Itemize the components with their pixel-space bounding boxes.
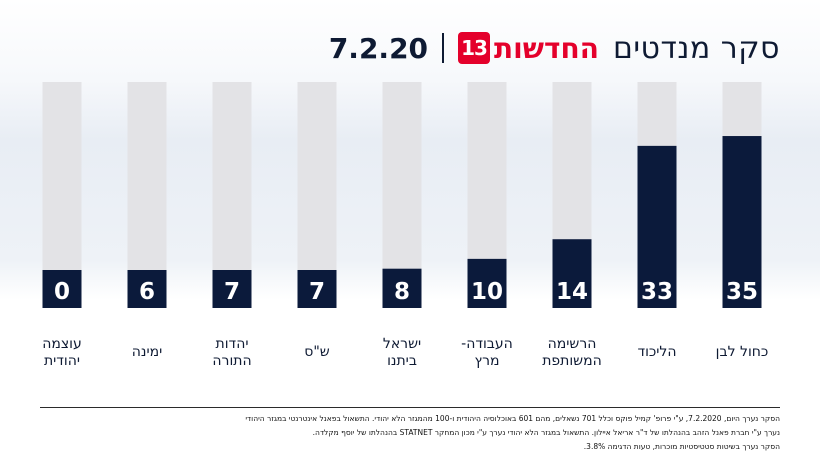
bar-value-label: 7 — [309, 279, 325, 305]
bar — [212, 270, 252, 308]
category-label: יהדות התורה — [212, 336, 251, 369]
category-label: כחול לבן — [716, 344, 769, 360]
category-label: ש"ס — [304, 344, 330, 360]
footer-line-3: הסקר נערך בשיטות סטטיסטיות מוכרות, טעות … — [583, 442, 780, 451]
page-title: סקר מנדטים — [612, 30, 780, 66]
channel-13-logo-icon: 13 — [458, 32, 491, 64]
category-label: ימינה — [132, 344, 163, 360]
bar — [42, 270, 82, 308]
bar-value-label: 0 — [54, 279, 70, 305]
bar — [467, 258, 507, 308]
bar — [297, 270, 337, 308]
footer-notes: הסקר נערך היום, 7.2.2020, ע"י פרופ' קמיל… — [40, 407, 780, 454]
category-label: העבודה-מרץ — [461, 336, 513, 369]
bar — [722, 136, 762, 308]
bar-value-label: 10 — [471, 279, 503, 305]
category-label: הרשימה המשותפת — [542, 336, 602, 369]
category-label: עוצמה יהודית — [42, 336, 82, 369]
bar — [552, 239, 592, 308]
poll-date: 7.2.20 — [328, 31, 429, 65]
header-divider — [442, 33, 445, 63]
bar — [127, 270, 167, 308]
bar-value-label: 6 — [139, 279, 155, 305]
bar-value-label: 7 — [224, 279, 240, 305]
brand-name: החדשות — [494, 31, 599, 65]
category-label: ישראל ביתנו — [383, 336, 421, 369]
bar-chart: 35 כחול לבן 33 הליכוד 14 הרשימה המשותפת 10 העבוד… — [42, 82, 769, 369]
footer-line-2: נערך ע"י חברת פאנל הזהב בהנהלתו של ד"ר א… — [312, 428, 780, 437]
bar — [382, 268, 422, 308]
bar-value-label: 14 — [556, 279, 588, 305]
bar-value-label: 33 — [641, 279, 673, 305]
bar-value-label: 8 — [394, 279, 410, 305]
brand: החדשות 13 — [458, 32, 599, 65]
bar — [637, 145, 677, 308]
bar-value-label: 35 — [726, 279, 758, 305]
footer-line-1: הסקר נערך היום, 7.2.2020, ע"י פרופ' קמיל… — [245, 414, 780, 423]
category-label: הליכוד — [637, 344, 676, 360]
header: סקר מנדטים החדשות 13 7.2.20 — [329, 26, 780, 70]
